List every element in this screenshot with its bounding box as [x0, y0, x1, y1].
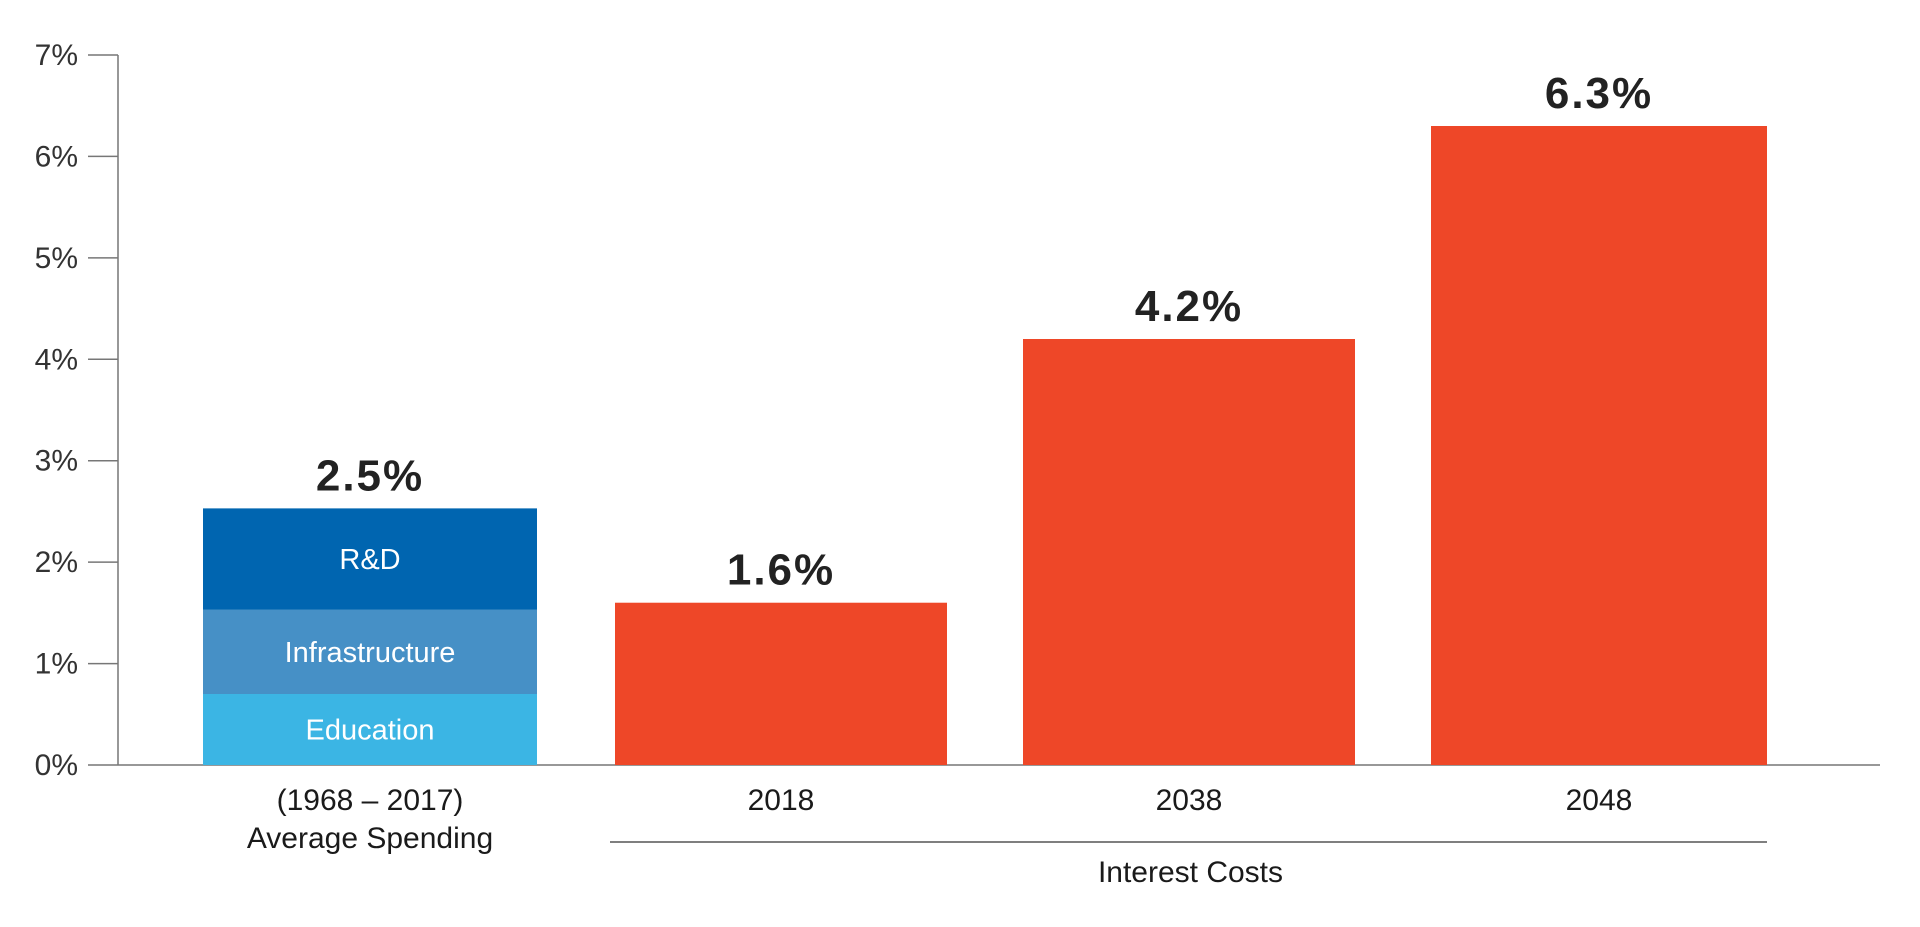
- y-tick-label: 5%: [35, 242, 78, 275]
- x-tick-label: 2038: [1156, 784, 1223, 817]
- y-tick-label: 7%: [35, 39, 78, 72]
- bar: [1023, 339, 1355, 765]
- data-label: 4.2%: [1135, 282, 1243, 331]
- stacked-segment-education: [203, 694, 537, 765]
- x-tick-label: 2018: [748, 784, 815, 817]
- segment-label: Infrastructure: [285, 637, 456, 669]
- y-tick-label: 6%: [35, 140, 78, 173]
- segment-label: R&D: [339, 544, 400, 576]
- bar: [1431, 126, 1767, 765]
- bars: [203, 126, 1767, 765]
- bar: [615, 602, 947, 765]
- x-tick-label: Average Spending: [247, 822, 493, 855]
- stacked-segment-infrastructure: [203, 609, 537, 694]
- data-label: 1.6%: [727, 546, 835, 595]
- y-tick-label: 2%: [35, 546, 78, 579]
- group-label: Interest Costs: [1098, 856, 1283, 889]
- labels: Education Infrastructure R&D 2.5% 1.6% 4.2% 6.…: [247, 69, 1653, 889]
- y-tick-label: 3%: [35, 445, 78, 478]
- stacked-segment-r-d: [203, 508, 537, 610]
- data-label: 6.3%: [1545, 69, 1653, 118]
- axes: 0% 1% 2% 3% 4% 5% 6% 7%: [35, 39, 1880, 843]
- segment-label: Education: [306, 715, 435, 747]
- y-tick-label: 4%: [35, 343, 78, 376]
- x-tick-label: 2048: [1566, 784, 1633, 817]
- data-label: 2.5%: [316, 451, 424, 500]
- y-tick-label: 1%: [35, 648, 78, 681]
- x-tick-label: (1968 – 2017): [277, 784, 464, 817]
- y-tick-label: 0%: [35, 749, 78, 782]
